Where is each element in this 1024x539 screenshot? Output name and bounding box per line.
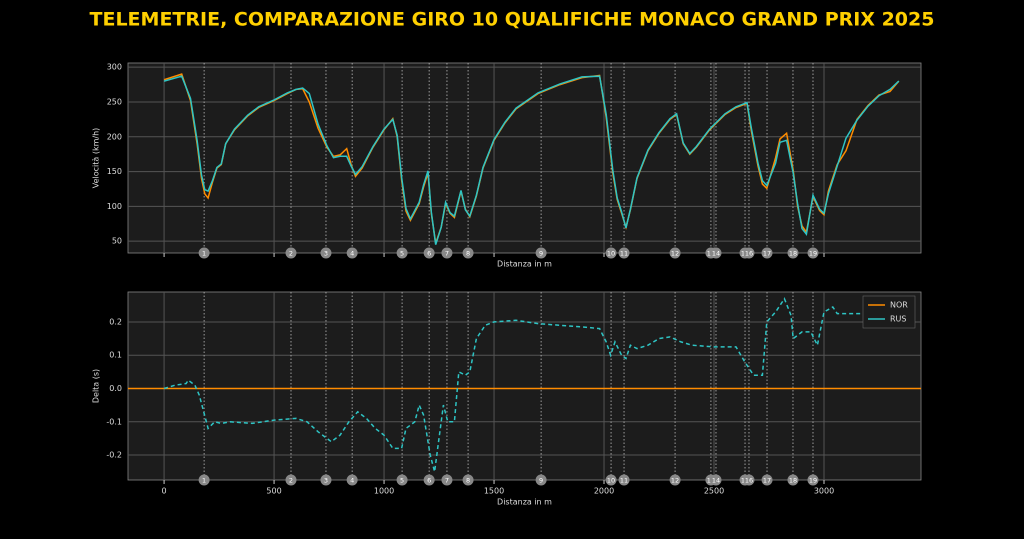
corner-label: 7: [445, 477, 449, 485]
corner-marker: [198, 474, 210, 486]
legend-label: RUS: [890, 315, 907, 324]
line: [163, 75, 900, 245]
corner-label: 4: [350, 250, 354, 258]
corner-label: 10: [607, 250, 615, 258]
corner-label: 4: [350, 477, 354, 485]
corner-marker: [462, 474, 474, 486]
corner-marker: [761, 474, 773, 486]
y-tick-label: 100: [107, 202, 122, 211]
corner-marker: [618, 474, 630, 486]
corner-marker: [441, 474, 453, 486]
corner-label: 8: [466, 477, 470, 485]
y-tick-label: -0.1: [106, 417, 122, 426]
corner-label: 18: [789, 477, 797, 485]
corner-marker: [743, 474, 755, 486]
corner-label: 7: [445, 250, 449, 258]
corner-marker: [605, 474, 617, 486]
corner-label: 11: [620, 477, 628, 485]
corner-marker: [441, 247, 453, 259]
y-tick-label: 0.1: [109, 351, 122, 360]
corner-label: 3: [324, 477, 328, 485]
corner-label: 14: [712, 477, 720, 485]
x-tick-label: 1000: [374, 487, 394, 496]
y-tick-label: 0.0: [109, 384, 122, 393]
y-tick-label: 50: [112, 237, 122, 246]
corner-label: 10: [607, 477, 615, 485]
corner-marker: [320, 474, 332, 486]
x-tick-label: 500: [266, 487, 281, 496]
corner-marker: [761, 247, 773, 259]
corner-label: 17: [763, 250, 771, 258]
x-axis-label: Distanza in m: [497, 260, 552, 269]
corner-marker: [396, 474, 408, 486]
x-tick-label: 3000: [814, 487, 834, 496]
corner-label: 5: [400, 250, 404, 258]
corner-label: 11: [620, 250, 628, 258]
corner-label: 1: [202, 250, 206, 258]
corner-label: 16: [745, 477, 753, 485]
legend-label: NOR: [890, 301, 908, 310]
corner-label: 2: [289, 477, 293, 485]
corner-label: 9: [539, 477, 543, 485]
corner-label: 1: [202, 477, 206, 485]
corner-label: 6: [427, 477, 431, 485]
x-tick-label: 2000: [594, 487, 614, 496]
x-axis-label: Distanza in m: [497, 498, 552, 507]
corner-marker: [320, 247, 332, 259]
corner-label: 19: [809, 250, 817, 258]
x-tick-label: 2500: [704, 487, 724, 496]
line: [163, 297, 891, 472]
y-tick-label: 300: [107, 63, 122, 72]
corner-label: 18: [789, 250, 797, 258]
page-title: TELEMETRIE, COMPARAZIONE GIRO 10 QUALIFI…: [90, 9, 935, 31]
corner-label: 14: [712, 250, 720, 258]
corner-marker: [535, 247, 547, 259]
corner-label: 19: [809, 477, 817, 485]
plot-area: [127, 291, 922, 481]
y-tick-label: 150: [107, 167, 122, 176]
corner-marker: [710, 474, 722, 486]
corner-label: 5: [400, 477, 404, 485]
x-tick-label: 0: [162, 487, 167, 496]
y-tick-label: 250: [107, 97, 122, 106]
corner-marker: [807, 247, 819, 259]
legend-box: [862, 295, 916, 329]
y-tick-label: 0.2: [109, 317, 122, 326]
corner-marker: [787, 247, 799, 259]
corner-label: 17: [763, 477, 771, 485]
corner-marker: [423, 474, 435, 486]
corner-marker: [423, 247, 435, 259]
corner-label: 12: [671, 477, 679, 485]
plot-area: [127, 62, 922, 254]
corner-marker: [462, 247, 474, 259]
corner-label: 8: [466, 250, 470, 258]
corner-label: 2: [289, 250, 293, 258]
corner-marker: [618, 247, 630, 259]
corner-marker: [710, 247, 722, 259]
corner-marker: [285, 474, 297, 486]
corner-marker: [743, 247, 755, 259]
corner-marker: [605, 247, 617, 259]
corner-label: 12: [671, 250, 679, 258]
corner-marker: [198, 247, 210, 259]
corner-marker: [285, 247, 297, 259]
corner-marker: [807, 474, 819, 486]
x-tick-label: 1500: [484, 487, 504, 496]
y-tick-label: -0.2: [106, 451, 122, 460]
y-tick-label: 200: [107, 132, 122, 141]
corner-marker: [346, 247, 358, 259]
corner-label: 6: [427, 250, 431, 258]
y-axis-label: Velocità (km/h): [92, 128, 101, 189]
corner-label: 16: [745, 250, 753, 258]
corner-marker: [396, 247, 408, 259]
corner-marker: [535, 474, 547, 486]
corner-marker: [669, 247, 681, 259]
y-axis-label: Delta (s): [92, 369, 101, 403]
corner-label: 9: [539, 250, 543, 258]
corner-marker: [346, 474, 358, 486]
corner-label: 3: [324, 250, 328, 258]
corner-marker: [669, 474, 681, 486]
corner-marker: [787, 474, 799, 486]
